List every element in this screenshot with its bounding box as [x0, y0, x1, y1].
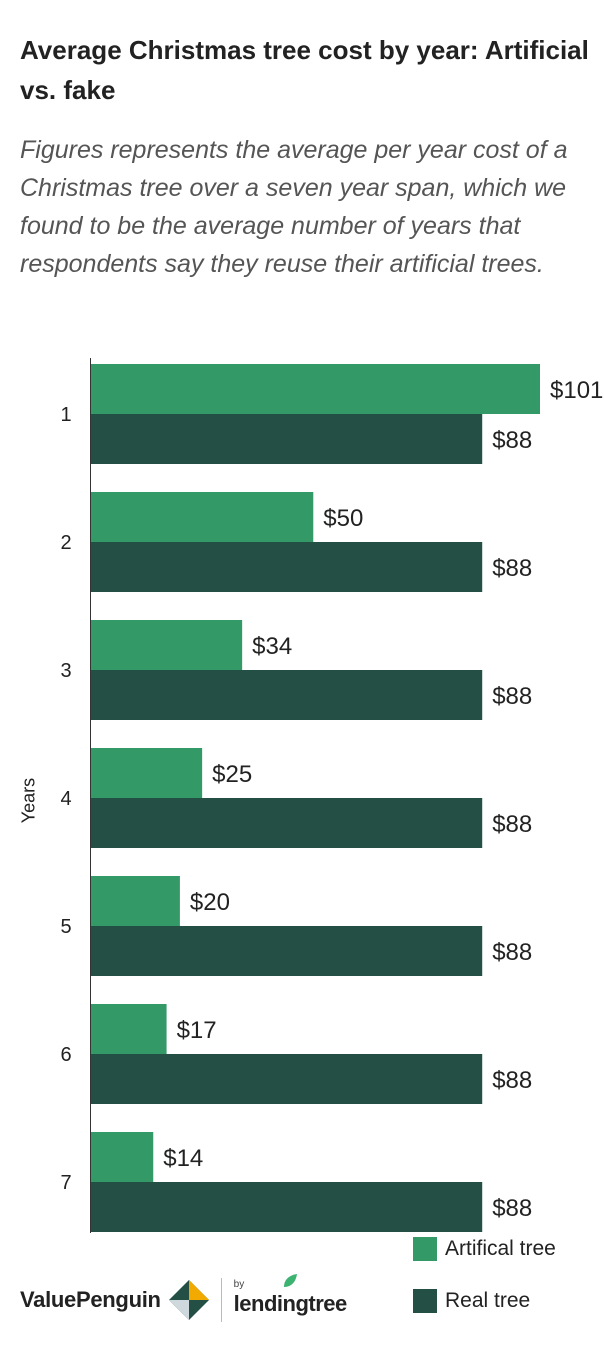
- legend-swatch-real: [413, 1289, 437, 1313]
- bars-layer: [91, 364, 540, 1232]
- lendingtree-logo-text: lendingtree: [233, 1291, 348, 1316]
- data-label-real-2: $88: [492, 555, 532, 582]
- bar-artificial-6: [91, 1004, 167, 1054]
- labels-layer: $101 $88 $50 $88 $34 $88 $25 $88 $20 $88 $17 $88 $14…: [163, 377, 603, 1222]
- ticks-layer: 1 2 3 4 5 6 7: [60, 404, 71, 1194]
- y-tick-label-1: 1: [60, 404, 71, 426]
- data-label-real-1: $88: [492, 427, 532, 454]
- valuepenguin-logo-text: ValuePenguin: [20, 1287, 161, 1312]
- logo-divider: [220, 1278, 222, 1322]
- legend-label-real: Real tree: [445, 1289, 531, 1312]
- data-label-real-6: $88: [492, 1067, 532, 1094]
- bar-real-5: [91, 926, 483, 976]
- footer-branding: ValuePenguin by lendingtree: [20, 1274, 348, 1322]
- data-label-artificial-6: $17: [177, 1017, 217, 1044]
- legend-label-artificial: Artifical tree: [445, 1237, 556, 1260]
- y-axis-label: Years: [18, 777, 39, 824]
- data-label-artificial-1: $101: [550, 377, 603, 404]
- data-label-real-5: $88: [492, 939, 532, 966]
- y-tick-label-3: 3: [60, 660, 71, 682]
- legend-swatch-artificial: [413, 1237, 437, 1261]
- y-tick-label-7: 7: [60, 1172, 71, 1194]
- valuepenguin-logo-icon: [168, 1280, 209, 1320]
- bar-artificial-3: [91, 620, 243, 670]
- y-tick-label-5: 5: [60, 916, 71, 938]
- bar-artificial-7: [91, 1132, 154, 1182]
- chart-title: Average Christmas tree cost by year: Art…: [20, 35, 589, 105]
- lendingtree-logo: by lendingtree: [233, 1274, 348, 1317]
- leaf-icon: [283, 1274, 297, 1287]
- bar-real-3: [91, 670, 483, 720]
- bar-artificial-2: [91, 492, 314, 542]
- data-label-real-3: $88: [492, 683, 532, 710]
- chart-subtitle: Figures represents the average per year …: [20, 136, 568, 278]
- data-label-artificial-7: $14: [163, 1145, 203, 1172]
- data-label-real-4: $88: [492, 811, 532, 838]
- data-label-artificial-4: $25: [212, 761, 252, 788]
- data-label-artificial-3: $34: [252, 633, 292, 660]
- bar-real-1: [91, 414, 483, 464]
- bar-artificial-1: [91, 364, 540, 414]
- bar-artificial-5: [91, 876, 180, 926]
- legend-item-artificial: Artifical tree: [413, 1237, 556, 1261]
- y-tick-label-2: 2: [60, 532, 71, 554]
- bar-real-4: [91, 798, 483, 848]
- bar-artificial-4: [91, 748, 203, 798]
- legend-item-real: Real tree: [413, 1289, 530, 1313]
- bar-real-7: [91, 1182, 483, 1232]
- y-tick-label-4: 4: [60, 788, 71, 810]
- bar-real-2: [91, 542, 483, 592]
- y-tick-label-6: 6: [60, 1044, 71, 1066]
- data-label-real-7: $88: [492, 1195, 532, 1222]
- data-label-artificial-5: $20: [190, 889, 230, 916]
- bar-real-6: [91, 1054, 483, 1104]
- data-label-artificial-2: $50: [323, 505, 363, 532]
- lendingtree-by-text: by: [233, 1279, 245, 1290]
